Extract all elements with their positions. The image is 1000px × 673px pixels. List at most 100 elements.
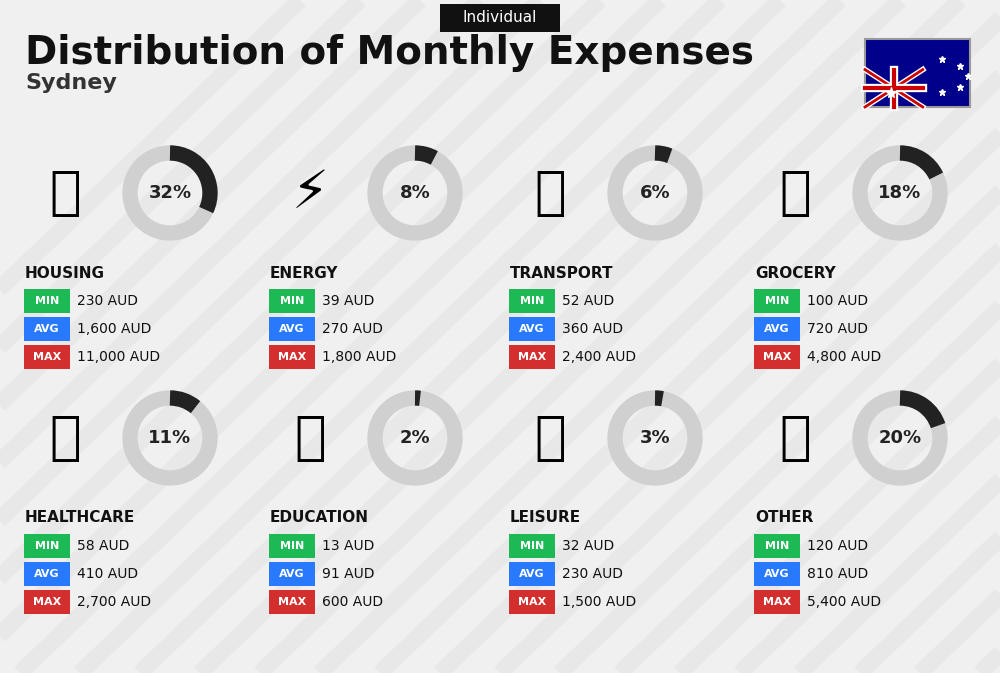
Text: 🎓: 🎓 [294, 412, 326, 464]
Text: 120 AUD: 120 AUD [807, 539, 868, 553]
Text: MAX: MAX [278, 597, 306, 607]
Text: 600 AUD: 600 AUD [322, 595, 383, 609]
Text: AVG: AVG [519, 324, 545, 334]
FancyBboxPatch shape [440, 4, 560, 32]
Text: 5,400 AUD: 5,400 AUD [807, 595, 881, 609]
Text: GROCERY: GROCERY [755, 266, 836, 281]
Text: 2,700 AUD: 2,700 AUD [77, 595, 151, 609]
Text: AVG: AVG [34, 569, 60, 579]
Text: EDUCATION: EDUCATION [270, 511, 369, 526]
Text: 32%: 32% [148, 184, 192, 202]
Text: AVG: AVG [34, 324, 60, 334]
Text: 1,600 AUD: 1,600 AUD [77, 322, 151, 336]
Text: MAX: MAX [278, 352, 306, 362]
Text: 1,500 AUD: 1,500 AUD [562, 595, 636, 609]
Text: 39 AUD: 39 AUD [322, 294, 374, 308]
FancyBboxPatch shape [754, 590, 800, 614]
FancyBboxPatch shape [24, 317, 70, 341]
Text: AVG: AVG [279, 569, 305, 579]
FancyBboxPatch shape [509, 590, 555, 614]
Text: 270 AUD: 270 AUD [322, 322, 383, 336]
Text: 13 AUD: 13 AUD [322, 539, 374, 553]
FancyBboxPatch shape [754, 317, 800, 341]
FancyBboxPatch shape [24, 345, 70, 369]
FancyBboxPatch shape [754, 289, 800, 313]
Text: 🚌: 🚌 [534, 167, 566, 219]
Text: 100 AUD: 100 AUD [807, 294, 868, 308]
Text: AVG: AVG [279, 324, 305, 334]
Text: MAX: MAX [33, 597, 61, 607]
Text: 810 AUD: 810 AUD [807, 567, 868, 581]
FancyBboxPatch shape [269, 590, 315, 614]
Text: Individual: Individual [463, 11, 537, 26]
FancyBboxPatch shape [269, 562, 315, 586]
FancyBboxPatch shape [754, 534, 800, 558]
Text: MAX: MAX [763, 352, 791, 362]
Text: 6%: 6% [640, 184, 670, 202]
Text: Distribution of Monthly Expenses: Distribution of Monthly Expenses [25, 34, 754, 72]
FancyBboxPatch shape [865, 39, 970, 107]
Text: TRANSPORT: TRANSPORT [510, 266, 614, 281]
Text: AVG: AVG [764, 569, 790, 579]
Text: 2%: 2% [400, 429, 430, 447]
Text: 18%: 18% [878, 184, 922, 202]
Text: AVG: AVG [519, 569, 545, 579]
Text: MIN: MIN [520, 296, 544, 306]
Text: 230 AUD: 230 AUD [562, 567, 623, 581]
Text: HOUSING: HOUSING [25, 266, 105, 281]
Text: MAX: MAX [518, 597, 546, 607]
Text: MIN: MIN [280, 541, 304, 551]
Text: 20%: 20% [878, 429, 922, 447]
Text: 8%: 8% [400, 184, 430, 202]
Text: ENERGY: ENERGY [270, 266, 338, 281]
FancyBboxPatch shape [269, 289, 315, 313]
Text: AVG: AVG [764, 324, 790, 334]
Text: 91 AUD: 91 AUD [322, 567, 374, 581]
FancyBboxPatch shape [24, 534, 70, 558]
FancyBboxPatch shape [509, 534, 555, 558]
FancyBboxPatch shape [24, 562, 70, 586]
FancyBboxPatch shape [24, 590, 70, 614]
Text: 32 AUD: 32 AUD [562, 539, 614, 553]
Text: 💗: 💗 [49, 412, 81, 464]
FancyBboxPatch shape [24, 289, 70, 313]
Text: MIN: MIN [765, 541, 789, 551]
Text: 4,800 AUD: 4,800 AUD [807, 350, 881, 364]
Text: MIN: MIN [35, 541, 59, 551]
Text: 58 AUD: 58 AUD [77, 539, 129, 553]
Text: 360 AUD: 360 AUD [562, 322, 623, 336]
FancyBboxPatch shape [269, 317, 315, 341]
FancyBboxPatch shape [754, 345, 800, 369]
Text: MIN: MIN [280, 296, 304, 306]
Text: MAX: MAX [763, 597, 791, 607]
Text: 🏢: 🏢 [49, 167, 81, 219]
Text: OTHER: OTHER [755, 511, 813, 526]
FancyBboxPatch shape [509, 345, 555, 369]
Text: 52 AUD: 52 AUD [562, 294, 614, 308]
Text: 11,000 AUD: 11,000 AUD [77, 350, 160, 364]
FancyBboxPatch shape [509, 317, 555, 341]
Text: 3%: 3% [640, 429, 670, 447]
Text: LEISURE: LEISURE [510, 511, 581, 526]
Text: HEALTHCARE: HEALTHCARE [25, 511, 135, 526]
Text: 720 AUD: 720 AUD [807, 322, 868, 336]
Text: 410 AUD: 410 AUD [77, 567, 138, 581]
Text: MAX: MAX [518, 352, 546, 362]
FancyBboxPatch shape [509, 562, 555, 586]
FancyBboxPatch shape [269, 345, 315, 369]
Text: MAX: MAX [33, 352, 61, 362]
Text: 🛒: 🛒 [779, 167, 811, 219]
Text: MIN: MIN [520, 541, 544, 551]
Text: 230 AUD: 230 AUD [77, 294, 138, 308]
Text: 1,800 AUD: 1,800 AUD [322, 350, 396, 364]
Text: ⚡: ⚡ [292, 167, 328, 219]
Text: 11%: 11% [148, 429, 192, 447]
FancyBboxPatch shape [754, 562, 800, 586]
FancyBboxPatch shape [509, 289, 555, 313]
Text: Sydney: Sydney [25, 73, 117, 93]
Text: MIN: MIN [765, 296, 789, 306]
Text: 2,400 AUD: 2,400 AUD [562, 350, 636, 364]
Text: MIN: MIN [35, 296, 59, 306]
Text: 🛍: 🛍 [534, 412, 566, 464]
Text: 👜: 👜 [779, 412, 811, 464]
